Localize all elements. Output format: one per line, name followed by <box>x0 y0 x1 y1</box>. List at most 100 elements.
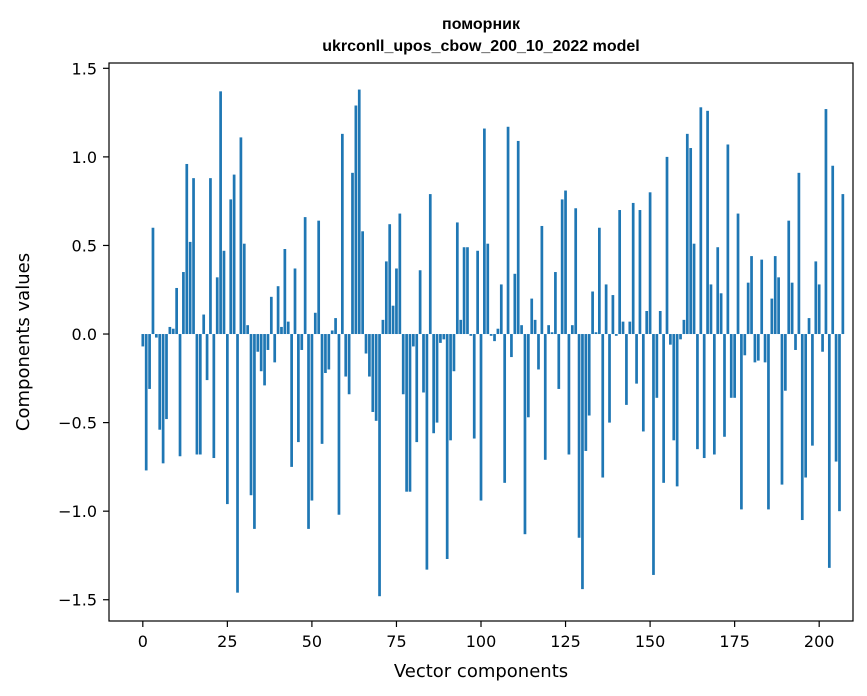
bar-component-109 <box>510 334 513 358</box>
bar-component-92 <box>452 334 456 372</box>
bar-component-104 <box>493 334 496 342</box>
bar-component-122 <box>554 272 557 335</box>
y-tick-label: 1.5 <box>72 59 97 78</box>
bar-component-47 <box>300 334 304 350</box>
bar-component-84 <box>425 334 429 570</box>
bar-component-128 <box>574 208 578 335</box>
bar-component-88 <box>439 334 442 343</box>
bar-component-22 <box>215 277 219 335</box>
bar-component-183 <box>760 259 764 335</box>
bar-component-160 <box>682 319 686 335</box>
bar-component-184 <box>763 334 767 363</box>
bar-component-175 <box>733 334 736 398</box>
y-tick-label: −0.5 <box>58 414 97 433</box>
axes: 0 25 50 75 100 125 150 175 200 −1.5 −1.0 −0.5 0.0 0.5… <box>58 59 854 651</box>
bar-component-33 <box>253 334 256 529</box>
bar-component-43 <box>286 321 290 335</box>
bar-component-198 <box>811 334 814 446</box>
bar-component-13 <box>185 163 189 335</box>
bar-component-76 <box>398 213 402 335</box>
bar-component-37 <box>266 334 270 350</box>
x-tick-label: 200 <box>804 632 835 651</box>
bar-component-148 <box>641 334 645 432</box>
bar-component-65 <box>361 231 364 335</box>
bar-component-167 <box>706 110 709 335</box>
bar-component-189 <box>780 334 784 485</box>
bar-component-111 <box>516 140 520 335</box>
bar-component-96 <box>466 247 469 335</box>
bar-component-157 <box>672 334 676 441</box>
bar-component-136 <box>601 334 605 478</box>
bar-component-181 <box>753 334 757 363</box>
bar-component-168 <box>709 284 713 335</box>
bar-component-141 <box>618 210 622 335</box>
bar-component-4 <box>154 334 158 338</box>
bar-component-207 <box>841 194 845 335</box>
bar-component-205 <box>834 334 838 462</box>
bar-component-150 <box>648 192 652 335</box>
bar-component-34 <box>256 334 260 352</box>
bar-component-172 <box>723 334 726 437</box>
bar-component-38 <box>269 296 273 335</box>
x-tick-label: 0 <box>138 632 148 651</box>
bar-component-64 <box>357 89 361 335</box>
bar-component-82 <box>418 270 422 335</box>
bar-component-203 <box>827 334 831 568</box>
bar-component-83 <box>422 334 425 393</box>
bar-component-171 <box>719 293 723 335</box>
bar-component-29 <box>239 137 243 335</box>
y-axis-label: Components values <box>13 253 34 431</box>
bar-component-180 <box>750 256 753 335</box>
bar-component-91 <box>449 334 452 441</box>
bar-component-6 <box>161 334 165 464</box>
bar-component-143 <box>625 334 628 405</box>
bar-component-182 <box>756 334 760 361</box>
bar-component-36 <box>263 334 266 386</box>
bar-component-93 <box>455 222 459 335</box>
bar-component-165 <box>699 107 703 335</box>
bar-component-177 <box>740 334 743 510</box>
bar-component-27 <box>232 174 236 335</box>
bar-component-46 <box>297 334 300 443</box>
bar-component-204 <box>831 165 835 335</box>
bar-component-138 <box>608 334 611 423</box>
y-tick-label: 1.0 <box>72 148 97 167</box>
bar-component-70 <box>378 334 381 597</box>
x-tick-label: 125 <box>550 632 581 651</box>
bar-component-192 <box>790 282 794 335</box>
bar-component-152 <box>655 334 659 398</box>
bar-component-161 <box>685 133 689 335</box>
bar-component-170 <box>716 247 720 335</box>
bar-component-169 <box>712 334 716 455</box>
bar-component-69 <box>374 334 378 421</box>
bar-component-60 <box>344 334 348 377</box>
bar-component-185 <box>767 334 770 510</box>
bar-component-163 <box>692 243 696 335</box>
bar-component-90 <box>445 334 449 559</box>
bar-component-194 <box>797 172 801 335</box>
y-tick-label: −1.0 <box>58 502 97 521</box>
bar-component-53 <box>320 334 324 444</box>
bar-component-85 <box>428 194 432 335</box>
bar-component-191 <box>787 220 791 335</box>
bar-component-187 <box>773 256 777 335</box>
bar-component-135 <box>598 227 601 335</box>
bar-component-9 <box>171 328 175 335</box>
bar-component-48 <box>303 217 307 335</box>
bar-component-11 <box>178 334 182 457</box>
bar-component-151 <box>652 334 655 575</box>
bar-component-190 <box>784 334 787 391</box>
x-tick-label: 50 <box>302 632 322 651</box>
bar-component-162 <box>689 148 693 335</box>
bar-component-206 <box>838 334 841 512</box>
bar-component-118 <box>540 225 544 335</box>
bar-component-66 <box>364 334 368 354</box>
bar-component-24 <box>222 250 226 335</box>
x-tick-label: 150 <box>635 632 666 651</box>
bar-component-16 <box>195 334 199 455</box>
bar-component-68 <box>371 334 375 412</box>
bar-component-102 <box>486 243 490 335</box>
bar-component-140 <box>614 334 618 336</box>
bar-component-30 <box>242 243 246 335</box>
bar-component-101 <box>483 128 486 335</box>
